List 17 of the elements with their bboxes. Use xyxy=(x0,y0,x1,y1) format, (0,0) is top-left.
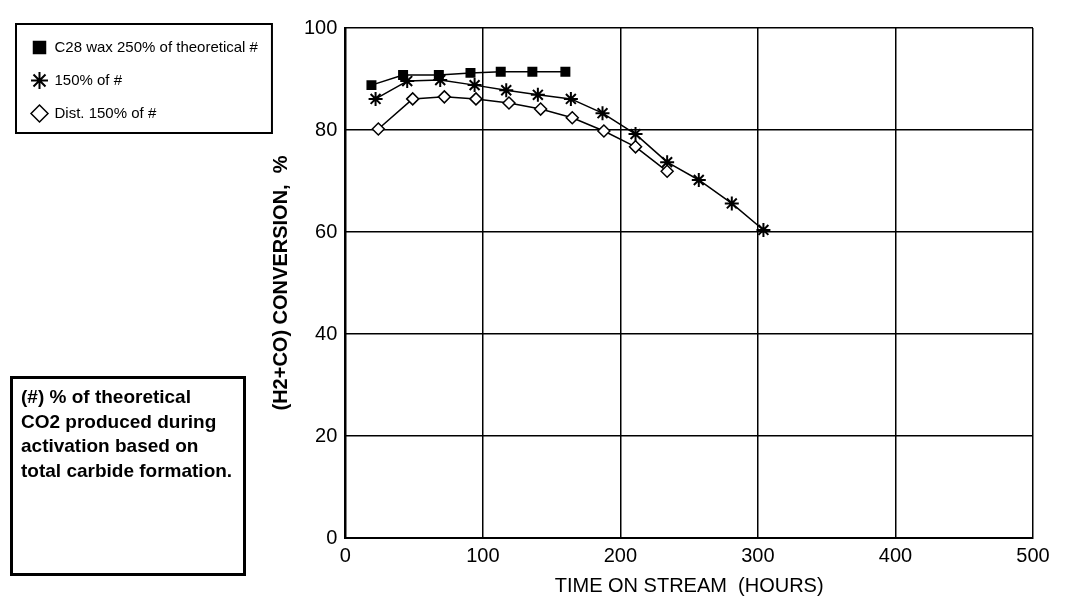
y-tick-label: 40 xyxy=(315,321,338,344)
text: (#) % of theoretical CO2 produced during activation based on total carbide formation. xyxy=(10,376,246,576)
x-tick-label: 500 xyxy=(1016,543,1050,566)
legend-label: 150% of # xyxy=(54,70,123,88)
legend-label: C28 wax 250% of theoretical # xyxy=(54,37,259,55)
x-tick-label: 400 xyxy=(878,543,913,566)
x-tick-label: 100 xyxy=(466,543,500,566)
legend-label: Dist. 150% of # xyxy=(54,103,157,121)
y-tick-label: 60 xyxy=(315,219,338,242)
y-tick-label: 0 xyxy=(326,525,338,548)
x-tick-label: 200 xyxy=(603,543,638,566)
y-tick-label: 80 xyxy=(315,117,338,140)
y-tick-label: 100 xyxy=(303,15,338,38)
x-axis-title: TIME ON STREAM (HOURS) xyxy=(554,573,824,596)
y-tick-label: 20 xyxy=(315,423,338,446)
y-axis-title: (H2+CO) CONVERSION, % xyxy=(269,155,292,411)
x-tick-label: 300 xyxy=(741,543,775,566)
